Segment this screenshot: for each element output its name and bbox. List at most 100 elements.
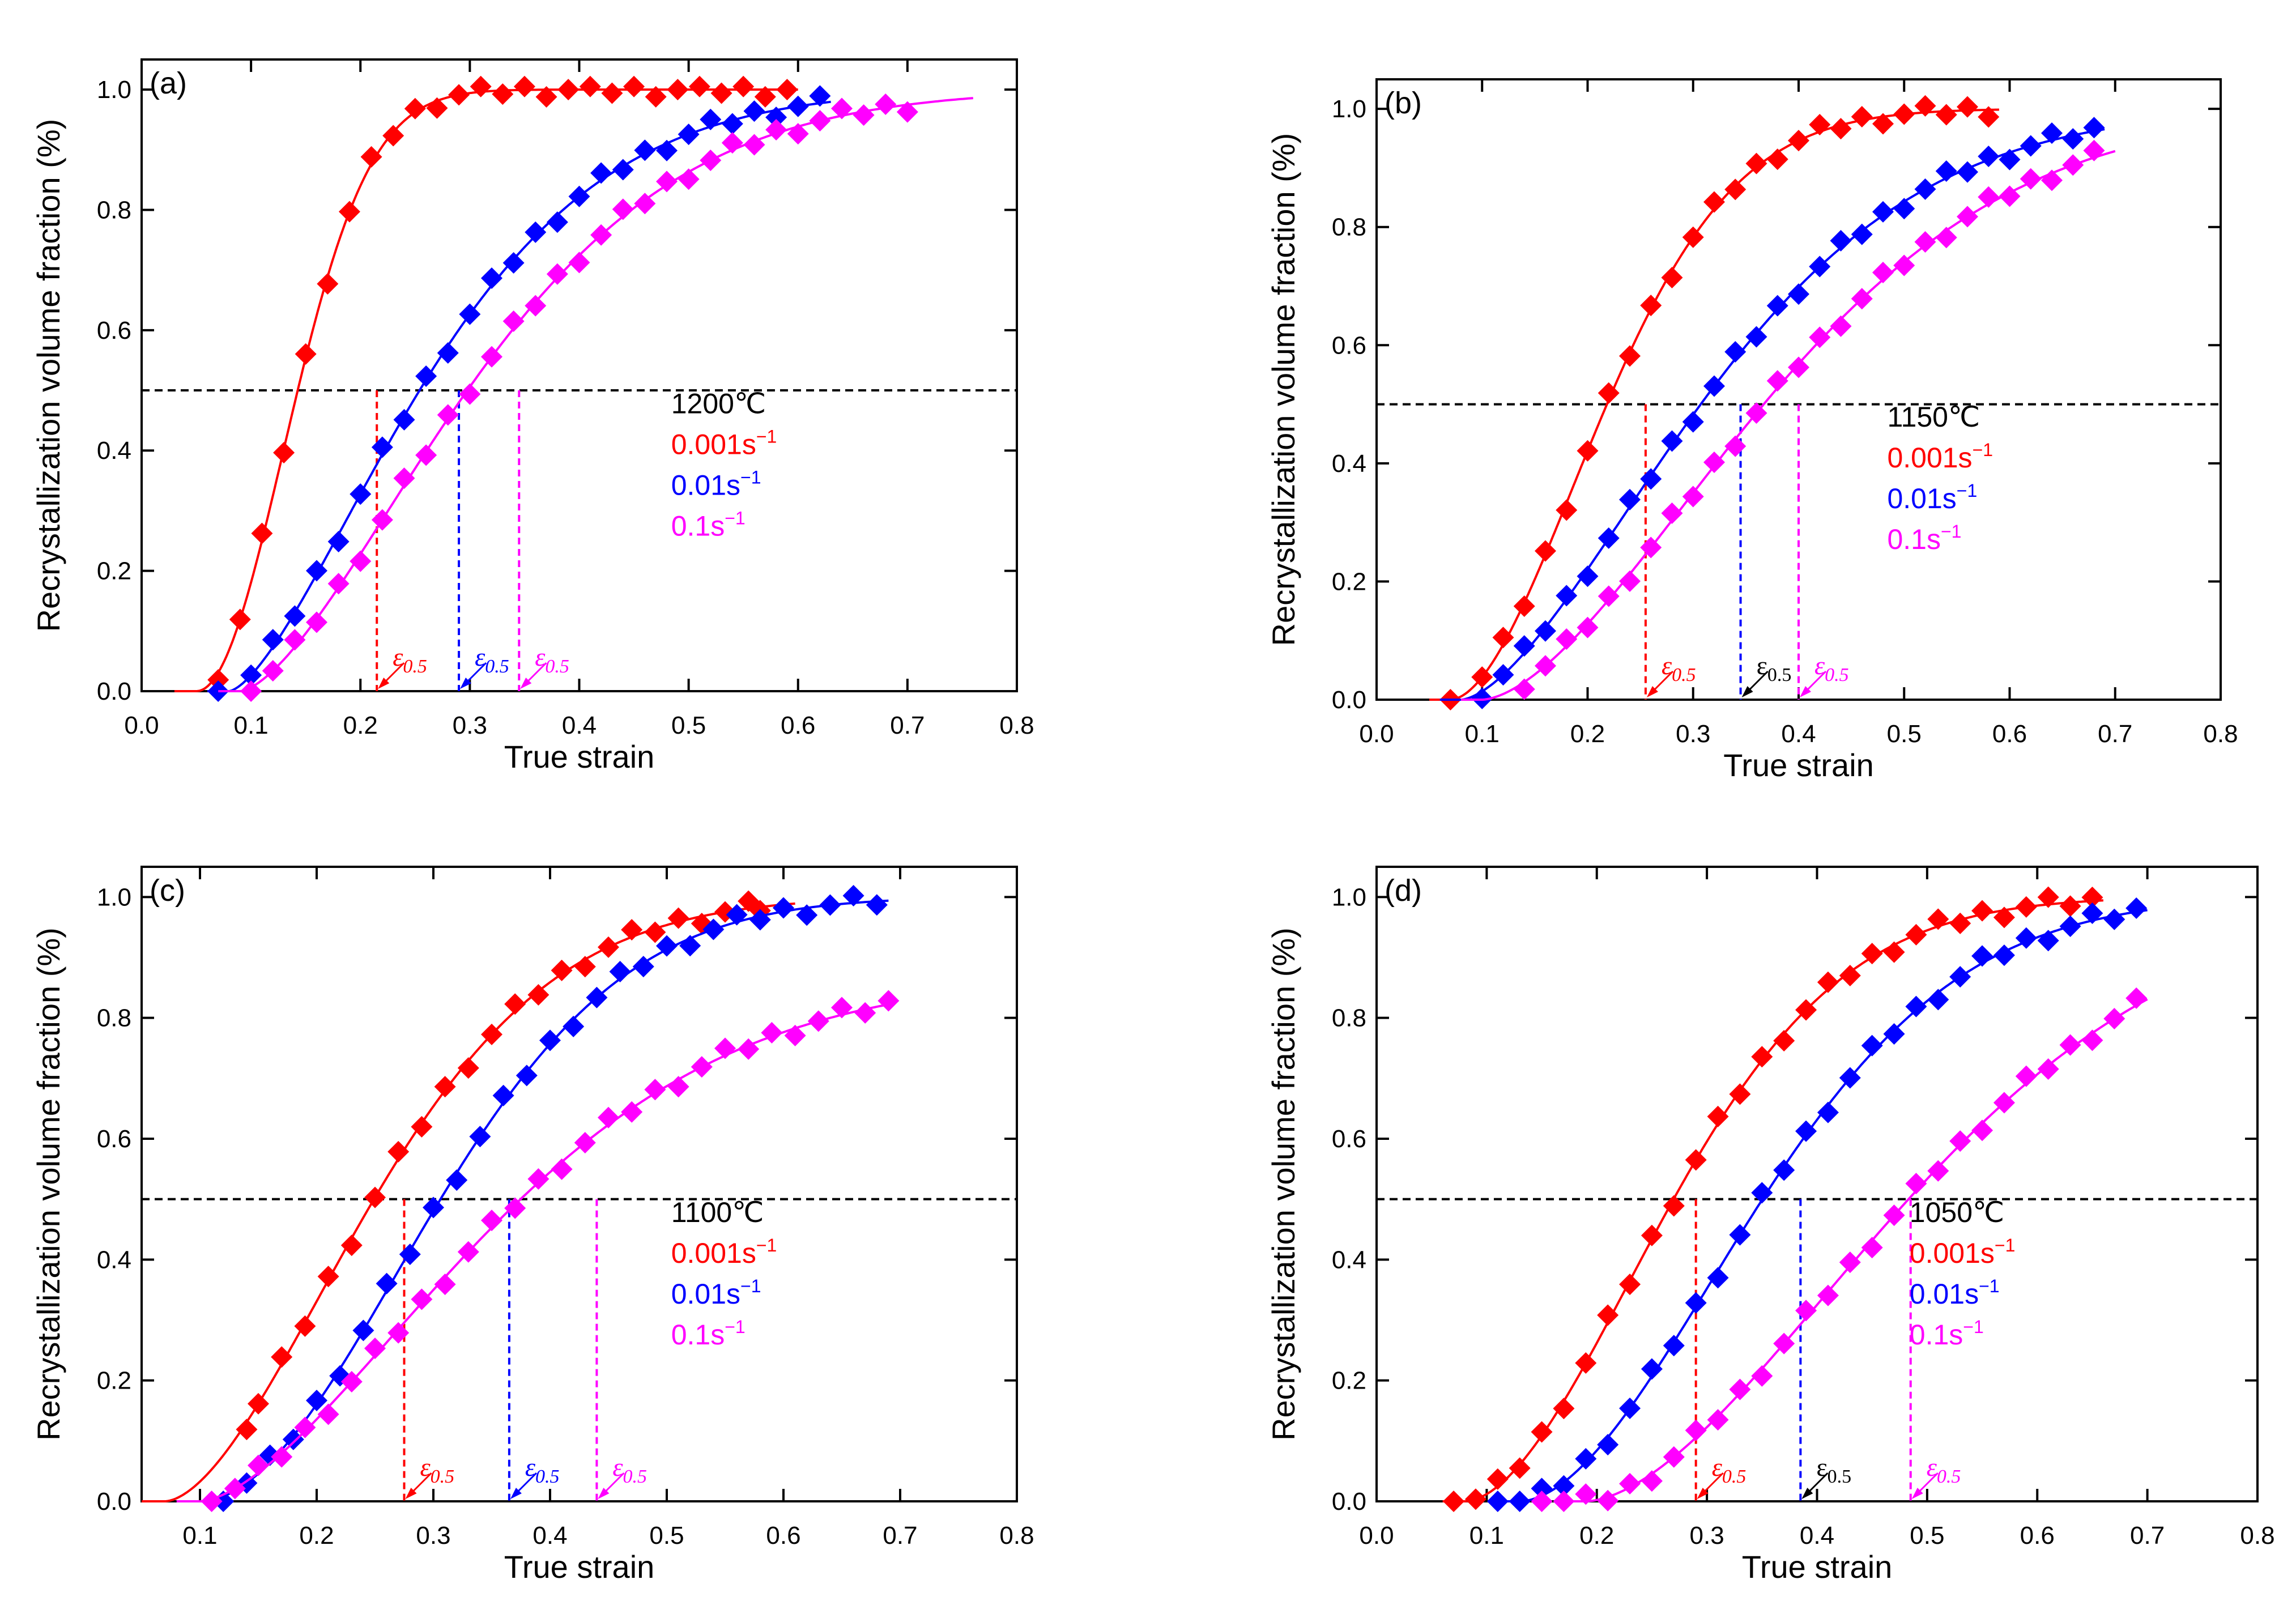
- data-marker: [481, 1210, 502, 1232]
- legend-entry-label: 0.1s: [1887, 523, 1941, 555]
- data-marker: [842, 884, 864, 906]
- data-marker: [446, 1169, 468, 1191]
- data-marker: [248, 1393, 269, 1415]
- x-tick-label: 0.7: [2098, 720, 2132, 748]
- data-marker: [612, 159, 634, 181]
- eps-symbol: ε: [525, 1453, 536, 1481]
- eps-subscript: 0.5: [545, 656, 569, 677]
- eps-symbol: ε: [420, 1453, 431, 1481]
- data-marker: [726, 904, 748, 926]
- data-marker: [1597, 1434, 1619, 1455]
- data-marker: [1724, 340, 1747, 363]
- data-marker: [612, 198, 634, 220]
- legend-entry-sup: −1: [725, 1317, 745, 1337]
- plot-frame: [1375, 78, 2222, 701]
- data-marker: [787, 95, 809, 117]
- fit-curve-2: [218, 97, 973, 692]
- data-marker: [1893, 254, 1915, 276]
- data-marker: [295, 343, 317, 365]
- y-axis-label: Recrystallization volume fraction (%): [31, 119, 66, 632]
- x-tick-label: 0.3: [416, 1522, 450, 1549]
- data-marker: [601, 82, 623, 104]
- data-marker: [1575, 1352, 1597, 1374]
- data-marker: [1788, 356, 1809, 378]
- x-tick-label: 0.3: [1676, 720, 1710, 748]
- data-marker: [776, 79, 798, 101]
- eps-subscript: 0.5: [431, 1466, 455, 1487]
- legend-temperature: 1200℃: [671, 388, 766, 419]
- data-marker: [1971, 945, 1993, 967]
- eps-label: ε0.5: [1927, 1453, 1961, 1487]
- data-marker: [470, 75, 492, 97]
- data-marker: [1575, 1448, 1597, 1470]
- data-marker: [551, 1158, 573, 1180]
- data-marker: [371, 509, 393, 531]
- x-tick-label: 0.6: [1992, 720, 2027, 748]
- data-marker: [831, 97, 853, 120]
- data-marker: [1809, 114, 1831, 136]
- data-marker: [1851, 105, 1873, 127]
- data-marker: [1598, 585, 1620, 607]
- data-marker: [1685, 1292, 1707, 1314]
- data-marker: [539, 1029, 561, 1051]
- eps-symbol: ε: [612, 1453, 623, 1481]
- data-marker: [2041, 122, 2063, 144]
- legend-entry-sup: −1: [756, 426, 777, 446]
- data-marker: [1492, 664, 1514, 686]
- eps-label: ε0.5: [420, 1453, 455, 1487]
- legend-entry: 0.001s−1: [671, 426, 777, 460]
- data-marker: [1914, 231, 1936, 253]
- panel-tag: (a): [150, 66, 187, 100]
- data-marker: [327, 531, 350, 553]
- data-marker: [1905, 1173, 1927, 1195]
- data-marker: [1598, 382, 1620, 404]
- data-marker: [1729, 1378, 1751, 1400]
- data-marker: [621, 919, 643, 941]
- data-marker: [1513, 635, 1535, 657]
- eps-label: ε0.5: [1712, 1453, 1747, 1487]
- legend-entry: 0.001s−1: [1910, 1235, 2016, 1269]
- data-marker: [678, 124, 700, 146]
- y-tick-label: 0.6: [97, 317, 131, 344]
- data-marker: [691, 1056, 713, 1078]
- eps-subscript: 0.5: [1937, 1466, 1961, 1487]
- data-marker: [1535, 540, 1556, 562]
- data-marker: [644, 921, 666, 943]
- data-marker: [1751, 1046, 1773, 1068]
- x-tick-label: 0.0: [1359, 720, 1394, 748]
- legend-entry-label: 0.1s: [671, 510, 725, 542]
- data-marker: [201, 1491, 223, 1512]
- eps-arrowhead: [1697, 1488, 1709, 1499]
- data-marker: [294, 1315, 316, 1337]
- legend-entry-sup: −1: [725, 508, 745, 528]
- eps-symbol: ε: [1816, 1453, 1827, 1481]
- data-marker: [1851, 288, 1873, 310]
- data-marker: [2103, 908, 2125, 930]
- data-marker: [796, 904, 818, 926]
- data-marker: [1685, 1419, 1707, 1441]
- data-marker: [2083, 117, 2105, 139]
- legend-entry: 0.1s−1: [1887, 521, 1961, 555]
- data-marker: [481, 1023, 502, 1045]
- x-axis-label: True strain: [1723, 747, 1874, 783]
- data-marker: [1682, 486, 1704, 508]
- data-marker: [1597, 1304, 1619, 1326]
- data-marker: [632, 956, 654, 978]
- plot-frame: [140, 866, 1018, 1502]
- data-marker: [546, 263, 568, 285]
- eps-symbol: ε: [1712, 1453, 1723, 1481]
- data-marker: [563, 1015, 585, 1037]
- x-tick-label: 0.6: [2020, 1522, 2055, 1549]
- data-marker: [877, 990, 900, 1012]
- eps-symbol: ε: [1927, 1453, 1937, 1481]
- data-marker: [284, 605, 306, 627]
- data-marker: [1795, 1300, 1817, 1322]
- data-marker: [1830, 315, 1852, 337]
- data-marker: [437, 342, 459, 364]
- legend-entry-sup: −1: [740, 1276, 761, 1296]
- data-marker: [1640, 537, 1662, 559]
- data-marker: [448, 84, 470, 106]
- y-tick-label: 1.0: [1332, 883, 1366, 911]
- plot-frame: [1375, 866, 2259, 1502]
- data-marker: [240, 680, 262, 702]
